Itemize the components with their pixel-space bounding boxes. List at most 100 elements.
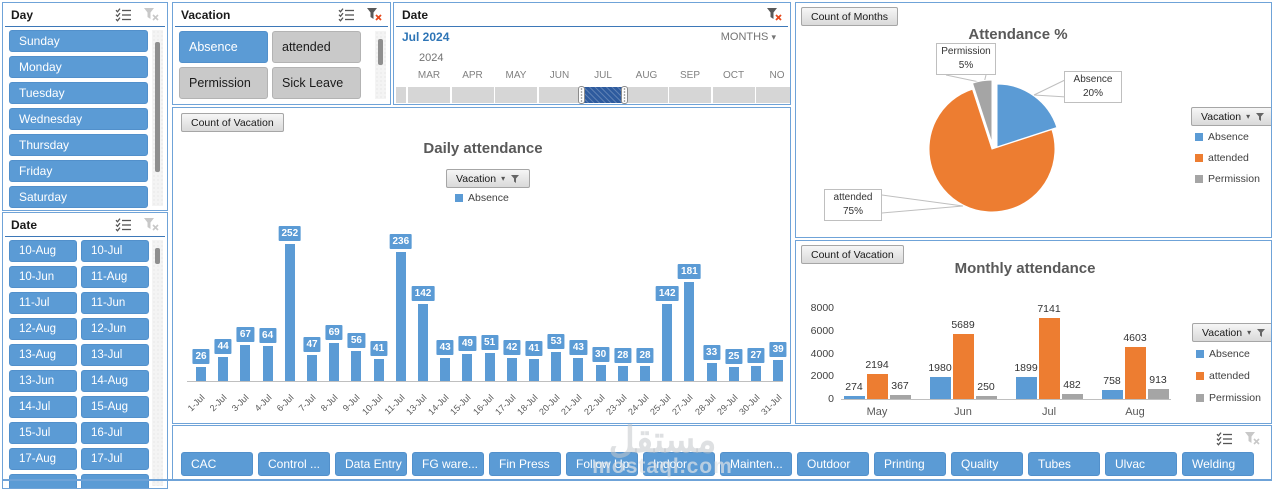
department-slicer-item[interactable]: Indoor bbox=[643, 452, 715, 476]
timeline-cell-selected[interactable] bbox=[582, 87, 624, 103]
date-slicer-item[interactable]: 14-Jul bbox=[9, 396, 77, 418]
count-of-months-field-button[interactable]: Count of Months bbox=[801, 7, 899, 26]
timeline-cell[interactable] bbox=[451, 87, 494, 103]
date-slicer-item[interactable]: 15-Aug bbox=[81, 396, 149, 418]
timeline-cell[interactable] bbox=[408, 87, 450, 103]
legend-label: Permission bbox=[1209, 392, 1261, 404]
timeline-handle-left[interactable] bbox=[578, 86, 585, 104]
department-slicer-item[interactable]: CAC bbox=[181, 452, 253, 476]
timeline-cell[interactable] bbox=[538, 87, 581, 103]
day-slicer-item[interactable]: Monday bbox=[9, 56, 148, 78]
daily-bar-label: 27 bbox=[747, 348, 765, 364]
vacation-slicer-item[interactable]: Permission bbox=[179, 67, 268, 99]
day-slicer-item[interactable]: Wednesday bbox=[9, 108, 148, 130]
department-slicer-item[interactable]: Ulvac bbox=[1105, 452, 1177, 476]
vacation-slicer-item[interactable]: Sick Leave bbox=[272, 67, 361, 99]
pie-legend-item: attended bbox=[1195, 152, 1249, 164]
date-slicer-item[interactable]: 17-Jul bbox=[81, 448, 149, 470]
clear-filter-icon[interactable] bbox=[366, 7, 383, 22]
day-slicer-item[interactable]: Sunday bbox=[9, 30, 148, 52]
department-slicer-item[interactable]: Mainten... bbox=[720, 452, 792, 476]
vacation-slicer-item[interactable]: Absence bbox=[179, 31, 268, 63]
vacation-filter-button[interactable]: Vacation ▾ bbox=[1192, 323, 1271, 342]
day-slicer-item[interactable]: Friday bbox=[9, 160, 148, 182]
count-of-vacation-field-button[interactable]: Count of Vacation bbox=[181, 113, 284, 132]
clear-filter-icon[interactable] bbox=[766, 7, 783, 22]
legend-label: Permission bbox=[1208, 173, 1260, 185]
vacation-slicer-item[interactable]: attended bbox=[272, 31, 361, 63]
timeline-month-label: MAY bbox=[505, 70, 527, 81]
date-slicer-item[interactable]: 11-Aug bbox=[81, 266, 149, 288]
date-slicer-item[interactable]: 13-Jun bbox=[9, 370, 77, 392]
department-slicer-item[interactable]: Data Entry bbox=[335, 452, 407, 476]
count-of-vacation-field-button[interactable]: Count of Vacation bbox=[801, 245, 904, 264]
legend-label: attended bbox=[1208, 152, 1249, 164]
timeline-cell-partial[interactable] bbox=[396, 87, 406, 103]
timeline-month-label: JUN bbox=[549, 70, 570, 81]
date-slicer-item[interactable]: 10-Aug bbox=[9, 240, 77, 262]
department-slicer-item[interactable]: Quality bbox=[951, 452, 1023, 476]
date-slicer-scrollbar[interactable] bbox=[152, 240, 163, 486]
daily-bar bbox=[640, 365, 650, 381]
daily-bar bbox=[351, 350, 362, 381]
department-slicer: CAC Control ... Data Entry FG ware... Fin Pr… bbox=[172, 425, 1272, 481]
legend-label: attended bbox=[1209, 370, 1250, 382]
day-slicer-scrollbar[interactable] bbox=[152, 30, 163, 206]
date-slicer-item[interactable]: 14-Aug bbox=[81, 370, 149, 392]
pie-legend-item: Absence bbox=[1195, 131, 1249, 143]
monthly-y-tick-label: 8000 bbox=[810, 302, 834, 315]
department-slicer-item[interactable]: Control ... bbox=[258, 452, 330, 476]
day-slicer-item[interactable]: Thursday bbox=[9, 134, 148, 156]
daily-bar-label: 56 bbox=[347, 332, 365, 348]
timeline-cell[interactable] bbox=[712, 87, 755, 103]
department-slicer-item[interactable]: Follow Up bbox=[566, 452, 638, 476]
vacation-filter-button[interactable]: Vacation ▾ bbox=[1191, 107, 1271, 126]
daily-bar bbox=[418, 303, 428, 381]
multiselect-icon[interactable] bbox=[338, 7, 355, 22]
date-slicer-item[interactable]: 10-Jul bbox=[81, 240, 149, 262]
vacation-filter-button[interactable]: Vacation ▾ bbox=[446, 169, 531, 188]
date-slicer-item[interactable]: 10-Jun bbox=[9, 266, 77, 288]
day-slicer-item[interactable]: Tuesday bbox=[9, 82, 148, 104]
timeline-cell[interactable] bbox=[669, 87, 711, 103]
daily-bar-label: 39 bbox=[769, 341, 787, 357]
department-slicer-item[interactable]: Welding bbox=[1182, 452, 1254, 476]
multiselect-icon[interactable] bbox=[115, 7, 132, 22]
timeline-cell[interactable] bbox=[625, 87, 668, 103]
department-slicer-item[interactable]: FG ware... bbox=[412, 452, 484, 476]
timeline-handle-right[interactable] bbox=[621, 86, 628, 104]
daily-bar-label: 41 bbox=[370, 340, 388, 356]
multiselect-icon[interactable] bbox=[115, 217, 132, 232]
monthly-bar-label: 1980 bbox=[928, 361, 952, 374]
daily-bar bbox=[440, 357, 451, 381]
monthly-x-tick-label: Jun bbox=[954, 406, 972, 418]
date-slicer-item[interactable]: 16-Jul bbox=[81, 422, 149, 444]
daily-bar-label: 64 bbox=[259, 328, 277, 344]
timeline-cell[interactable] bbox=[756, 87, 790, 103]
date-slicer-item[interactable]: 15-Jul bbox=[9, 422, 77, 444]
multiselect-icon[interactable] bbox=[1216, 431, 1233, 446]
legend-swatch-attended bbox=[1195, 154, 1203, 162]
date-slicer-item[interactable]: 11-Jun bbox=[81, 292, 149, 314]
date-slicer-item[interactable]: 13-Aug bbox=[9, 344, 77, 366]
department-slicer-item[interactable]: Tubes bbox=[1028, 452, 1100, 476]
date-slicer-item-partial[interactable] bbox=[9, 474, 77, 488]
department-slicer-item[interactable]: Fin Press bbox=[489, 452, 561, 476]
department-slicer-item[interactable]: Outdoor bbox=[797, 452, 869, 476]
day-slicer: Day Sunday Monday Tuesday Wednesday Thursday… bbox=[2, 2, 168, 211]
date-slicer-item[interactable]: 12-Aug bbox=[9, 318, 77, 340]
date-slicer-item[interactable]: 11-Jul bbox=[9, 292, 77, 314]
legend-label: Absence bbox=[1208, 131, 1249, 143]
monthly-bar-absence bbox=[1015, 377, 1037, 399]
daily-bar-label: 49 bbox=[458, 336, 476, 352]
date-slicer-item[interactable]: 12-Jun bbox=[81, 318, 149, 340]
timeline-granularity-dropdown[interactable]: MONTHS ▾ bbox=[720, 31, 776, 43]
date-slicer-item[interactable]: 17-Aug bbox=[9, 448, 77, 470]
day-slicer-item[interactable]: Saturday bbox=[9, 186, 148, 208]
department-slicer-item[interactable]: Printing bbox=[874, 452, 946, 476]
daily-bar bbox=[751, 366, 761, 381]
vacation-slicer-scrollbar[interactable] bbox=[375, 31, 386, 99]
timeline-cell[interactable] bbox=[495, 87, 537, 103]
date-slicer-item-partial[interactable] bbox=[81, 474, 149, 488]
date-slicer-item[interactable]: 13-Jul bbox=[81, 344, 149, 366]
